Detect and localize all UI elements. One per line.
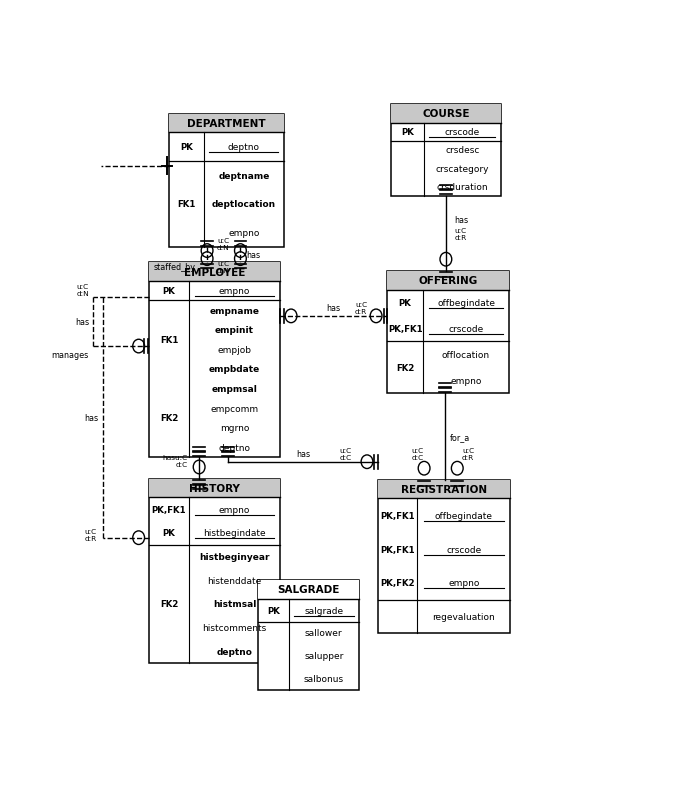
Text: crscode: crscode [448, 325, 484, 334]
Text: deptno: deptno [228, 143, 260, 152]
Text: empno: empno [219, 505, 250, 514]
Text: FK2: FK2 [160, 600, 178, 609]
Bar [169, 115, 284, 133]
Text: crscode: crscode [446, 545, 482, 554]
Bar [149, 263, 280, 457]
Text: PK: PK [401, 128, 414, 137]
Text: COURSE: COURSE [422, 109, 470, 119]
Bar [391, 105, 501, 124]
Text: u:C
d:C: u:C d:C [339, 448, 352, 460]
Text: has: has [296, 450, 310, 459]
Text: PK: PK [180, 143, 193, 152]
Text: PK,FK1: PK,FK1 [380, 545, 415, 554]
Text: u:C
d:R: u:C d:R [355, 302, 367, 315]
Text: empjob: empjob [217, 346, 252, 354]
Bar [377, 480, 511, 499]
Text: PK: PK [399, 298, 411, 308]
Bar [149, 479, 280, 663]
Text: SALGRADE: SALGRADE [277, 585, 340, 594]
Text: deptlocation: deptlocation [212, 200, 276, 209]
Text: empno: empno [448, 578, 480, 588]
Text: crsdesc: crsdesc [445, 146, 480, 156]
Text: staffed_by: staffed_by [154, 263, 196, 272]
Text: empno: empno [228, 229, 259, 237]
Text: has: has [326, 304, 341, 313]
Text: empno: empno [219, 287, 250, 296]
Text: empcomm: empcomm [210, 404, 259, 413]
Text: PK: PK [267, 606, 280, 615]
Text: PK,FK1: PK,FK1 [380, 511, 415, 520]
Text: FK2: FK2 [160, 414, 178, 423]
Text: u:C
d:R: u:C d:R [455, 228, 467, 241]
Text: u:C
d:N: u:C d:N [77, 283, 89, 297]
Text: empbdate: empbdate [209, 365, 260, 374]
Text: salbonus: salbonus [304, 674, 344, 683]
Text: OFFERING: OFFERING [418, 276, 477, 286]
Text: empmsal: empmsal [212, 385, 257, 394]
Text: has: has [85, 414, 99, 423]
Text: deptno: deptno [219, 444, 250, 452]
Text: has: has [247, 251, 261, 260]
Text: FK1: FK1 [177, 200, 195, 209]
Bar [391, 105, 501, 196]
Text: deptno: deptno [217, 647, 253, 656]
Bar [387, 272, 509, 290]
Text: crscode: crscode [444, 128, 480, 137]
Text: empinit: empinit [215, 326, 254, 335]
Text: FK2: FK2 [396, 363, 414, 372]
Text: empno: empno [451, 376, 482, 386]
Text: u:C
d:C: u:C d:C [412, 448, 424, 461]
Text: offbegindate: offbegindate [435, 511, 493, 520]
Text: sallower: sallower [305, 629, 343, 638]
Bar [149, 479, 280, 497]
Bar [259, 581, 359, 691]
Text: deptname: deptname [218, 172, 270, 180]
Text: histenddate: histenddate [208, 576, 262, 585]
Bar [259, 581, 359, 599]
Text: histbeginyear: histbeginyear [199, 553, 270, 561]
Text: u:C
d:N: u:C d:N [217, 238, 230, 251]
Text: PK,FK2: PK,FK2 [380, 578, 415, 588]
Text: u:C
d:N: u:C d:N [217, 261, 230, 273]
Bar [377, 480, 511, 634]
Text: crsduration: crsduration [437, 183, 488, 192]
Text: PK,FK1: PK,FK1 [152, 505, 186, 514]
Text: PK: PK [163, 529, 175, 537]
Bar [169, 115, 284, 248]
Text: histcomments: histcomments [202, 623, 266, 632]
Text: REGISTRATION: REGISTRATION [401, 484, 487, 495]
Text: u:C
d:R: u:C d:R [85, 529, 97, 541]
Text: PK: PK [163, 287, 175, 296]
Text: FK1: FK1 [160, 336, 178, 345]
Text: has: has [75, 318, 89, 326]
Text: salgrade: salgrade [304, 606, 344, 615]
Text: offbegindate: offbegindate [437, 298, 495, 308]
Text: empname: empname [210, 306, 259, 315]
Text: has: has [454, 216, 468, 225]
Text: salupper: salupper [304, 651, 344, 661]
Text: PK,FK1: PK,FK1 [388, 325, 422, 334]
Bar [149, 263, 280, 282]
Text: crscategory: crscategory [435, 164, 489, 173]
Text: DEPARTMENT: DEPARTMENT [187, 119, 266, 129]
Text: histmsal: histmsal [213, 600, 256, 609]
Bar [387, 272, 509, 394]
Text: HISTORY: HISTORY [190, 484, 240, 493]
Text: histbegindate: histbegindate [203, 529, 266, 537]
Text: u:C
d:R: u:C d:R [462, 448, 474, 461]
Text: EMPLOYEE: EMPLOYEE [184, 267, 246, 277]
Text: manages: manages [52, 350, 89, 359]
Text: offlocation: offlocation [442, 350, 490, 359]
Text: regevaluation: regevaluation [433, 612, 495, 622]
Text: mgrno: mgrno [220, 423, 249, 432]
Text: hasu:C
d:C: hasu:C d:C [162, 454, 188, 467]
Text: for_a: for_a [450, 432, 471, 442]
